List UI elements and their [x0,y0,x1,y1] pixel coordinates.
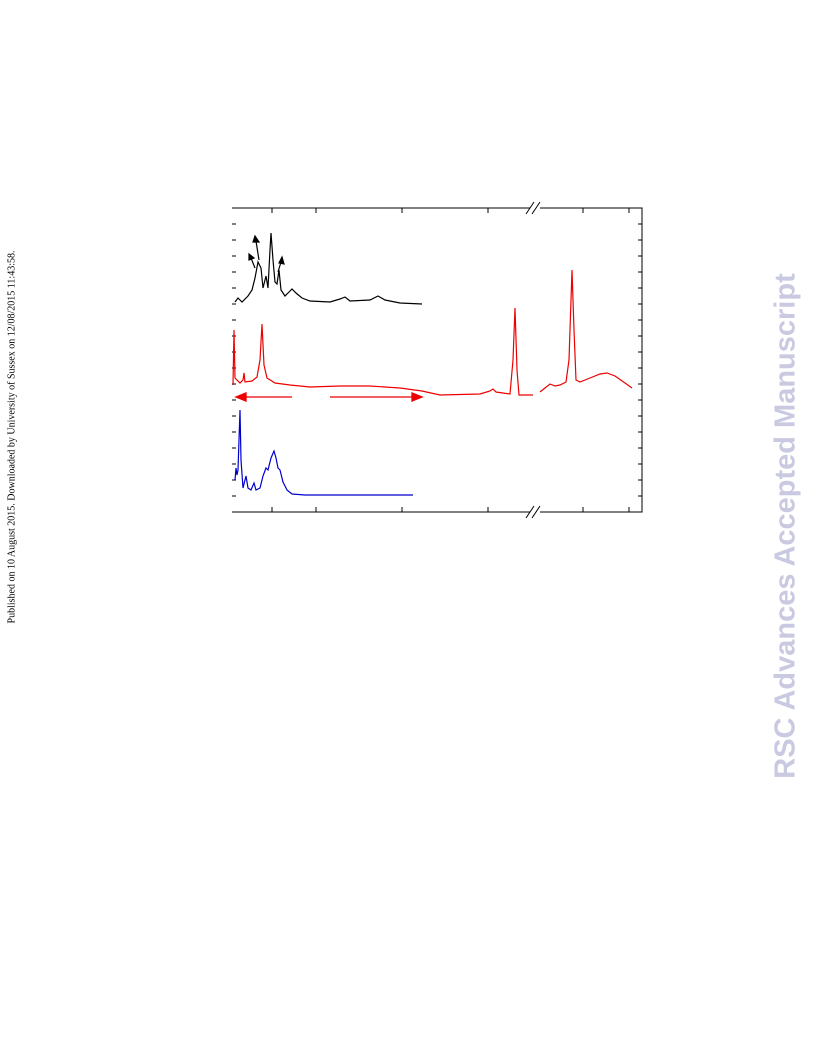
black-spectrum [234,232,423,305]
frame [232,201,643,519]
blue-spectrum [234,409,413,496]
red-spectrum [232,269,633,396]
red-range-arrow [234,392,424,402]
arrows [248,234,285,273]
